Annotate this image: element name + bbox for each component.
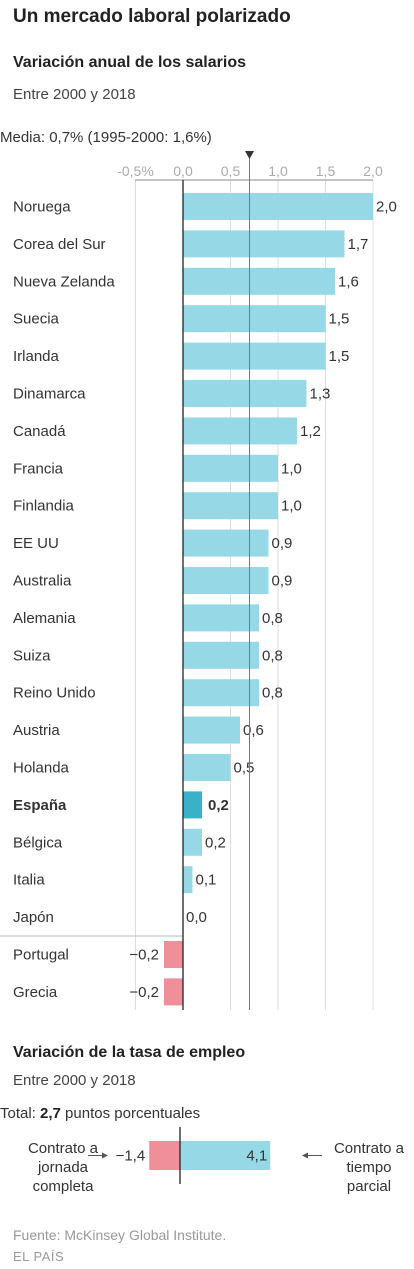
value-label: 0,9 [272, 573, 293, 590]
total-prefix: Total: [0, 1105, 41, 1122]
tick-label: 0,5 [221, 163, 241, 179]
left-arrow-icon [102, 1152, 108, 1159]
category-label: Suecia [13, 311, 60, 328]
category-label: Bélgica [13, 834, 63, 851]
bar-3 [183, 305, 326, 333]
mean-label: Media: 0,7% (1995-2000: 1,6%) [0, 129, 414, 146]
tick-label: 1,5 [316, 163, 336, 179]
value-label: 1,7 [348, 236, 369, 253]
category-label: Italia [13, 872, 45, 889]
bar-21 [164, 978, 183, 1006]
category-label: Australia [13, 573, 72, 590]
value-label: 1,0 [281, 460, 302, 477]
mean-label-text: Media: 0,7% (1995-2000: 1,6%) [0, 129, 212, 146]
full-time-note: Contrato a jornada completa [27, 1140, 99, 1195]
category-label: Grecia [13, 984, 58, 1001]
value-label-full-time: −1,4 [116, 1148, 146, 1165]
value-label: 2,0 [376, 199, 397, 216]
total-suffix: puntos porcentuales [60, 1105, 201, 1122]
value-label: 0,8 [262, 685, 283, 702]
part-time-note: Contrato a tiempo parcial [333, 1140, 405, 1195]
bar-20 [164, 941, 183, 968]
bar-2 [183, 267, 335, 295]
bar-18 [183, 866, 193, 894]
bar-10 [183, 567, 269, 594]
tick-label: 1,0 [268, 163, 288, 179]
bar-0 [183, 193, 373, 220]
category-label: Reino Unido [13, 685, 96, 702]
value-label: 0,9 [272, 535, 293, 552]
brand-logo: EL PAÍS [13, 1249, 65, 1264]
category-label: Nueva Zelanda [13, 273, 115, 290]
total-value: 2,7 [40, 1105, 61, 1122]
bar-13 [183, 679, 259, 707]
value-label: 1,6 [338, 273, 359, 290]
category-label: Portugal [13, 947, 69, 964]
category-label: Japón [13, 909, 54, 926]
category-label: Suiza [13, 647, 51, 664]
value-label: 0,6 [243, 722, 264, 739]
bar-8 [183, 492, 278, 520]
employment-chart-title: Variación de la tasa de empleo [13, 1044, 246, 1061]
category-label: EE UU [13, 535, 59, 552]
bar-1 [183, 230, 345, 258]
bar-15 [183, 754, 231, 781]
category-label: Alemania [13, 610, 76, 627]
category-label: Francia [13, 460, 64, 477]
value-label: 1,5 [329, 311, 350, 328]
value-label: −0,2 [129, 984, 159, 1001]
bar-7 [183, 454, 278, 482]
bar-4 [183, 342, 326, 370]
category-label: Noruega [13, 199, 71, 216]
tick-label: 0,0 [173, 163, 193, 179]
value-label: 0,2 [205, 834, 226, 851]
bar-full-time [149, 1141, 180, 1170]
value-label: 0,0 [186, 909, 207, 926]
bar-9 [183, 529, 269, 557]
value-label-part-time: 4,1 [246, 1148, 267, 1165]
category-label: Finlandia [13, 498, 75, 515]
bar-12 [183, 641, 259, 669]
category-label: Dinamarca [13, 386, 86, 403]
main-title: Un mercado laboral polarizado [13, 6, 291, 27]
bar-part-time [180, 1141, 271, 1170]
bar-11 [183, 604, 259, 632]
tick-label: -0,5% [117, 163, 154, 179]
salary-chart-title: Variación anual de los salarios [13, 54, 246, 71]
bar-5 [183, 380, 307, 407]
category-label: Holanda [13, 760, 70, 777]
bar-14 [183, 716, 240, 744]
category-label: Corea del Sur [13, 236, 106, 253]
value-label: −0,2 [129, 947, 159, 964]
bar-6 [183, 417, 297, 445]
salary-chart-subtitle: Entre 2000 y 2018 [13, 86, 136, 103]
value-label: 0,8 [262, 610, 283, 627]
category-label: Irlanda [13, 348, 60, 365]
mean-marker-icon [245, 151, 254, 159]
value-label: 1,0 [281, 498, 302, 515]
source-note: Fuente: McKinsey Global Institute. [13, 1227, 227, 1243]
right-arrow-icon [302, 1152, 308, 1159]
value-label: 1,2 [300, 423, 321, 440]
bar-17 [183, 828, 202, 856]
value-label: 1,3 [310, 386, 331, 403]
value-label: 0,1 [196, 872, 217, 889]
employment-chart-subtitle: Entre 2000 y 2018 [13, 1072, 136, 1089]
salary-bar-chart: -0,5% 0,0 0,5 1,0 1,5 2,0 Noruega 2,0 Corea del … [0, 151, 397, 1010]
category-label: España [13, 797, 67, 814]
value-label: 0,2 [208, 797, 229, 814]
tick-label: 2,0 [363, 163, 383, 179]
bar-16 [183, 791, 202, 819]
category-label: Canadá [13, 423, 66, 440]
value-label: 0,8 [262, 647, 283, 664]
employment-total-label: Total: 2,7 puntos porcentuales [0, 1105, 414, 1122]
value-label: 1,5 [329, 348, 350, 365]
category-label: Austria [13, 722, 60, 739]
